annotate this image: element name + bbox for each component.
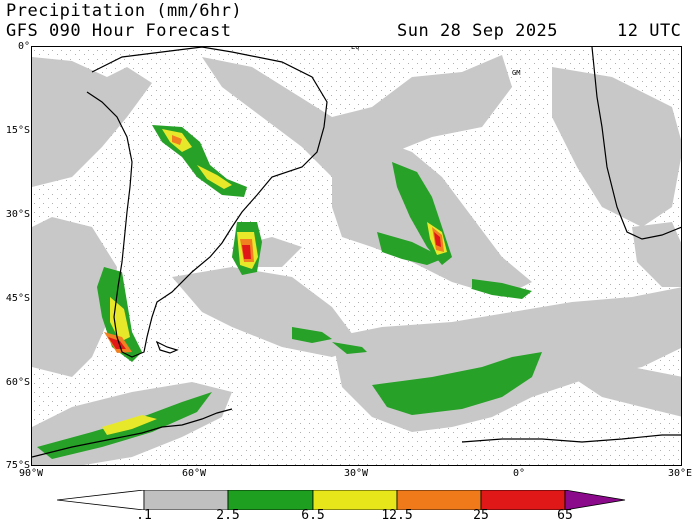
- equator-marker: EQ: [351, 46, 360, 51]
- antarctica-east-coast: [461, 434, 681, 443]
- colorbar-label-3: 12.5: [381, 508, 413, 523]
- africa-coast: [591, 47, 681, 240]
- forecast-date: Sun 28 Sep 2025: [397, 21, 559, 41]
- coastlines: [32, 47, 681, 458]
- lat-label-45s: 45°S: [5, 293, 30, 304]
- greenwich-marker: GM: [512, 69, 521, 77]
- colorbar-label-2: 6.5: [301, 508, 325, 523]
- lat-label-60s: 60°S: [5, 377, 30, 388]
- colorbar-red-segment: [480, 490, 566, 510]
- colorbar-grey-segment: [143, 490, 229, 510]
- antarctica-coast: [32, 408, 233, 458]
- colorbar-label-1: 2.5: [216, 508, 240, 523]
- colorbar-green-segment: [227, 490, 314, 510]
- lon-label-60w: 60°W: [181, 468, 207, 479]
- colorbar-label-5: 65: [557, 508, 573, 523]
- south-america-coast: [86, 47, 328, 358]
- colorbar-yellow-segment: [312, 490, 398, 510]
- colorbar-white-triangle: [57, 490, 145, 510]
- lat-label-30s: 30°S: [5, 209, 30, 220]
- precipitation-map: EQ GM: [31, 46, 682, 466]
- colorbar: [57, 490, 626, 510]
- colorbar-label-0: .1: [136, 508, 152, 523]
- lat-label-15s: 15°S: [5, 125, 30, 136]
- falkland-islands: [155, 340, 179, 354]
- lon-label-30w: 30°W: [343, 468, 369, 479]
- forecast-time: 12 UTC: [617, 21, 682, 41]
- colorbar-purple-triangle: [564, 490, 626, 510]
- lat-label-75s: 75°S: [5, 460, 30, 471]
- lat-label-0: 0°: [17, 41, 30, 52]
- lon-label-90w: 90°W: [18, 468, 44, 479]
- map-svg: [32, 47, 681, 465]
- lon-label-0: 0°: [512, 468, 526, 479]
- map-title: Precipitation (mm/6hr): [6, 1, 243, 21]
- colorbar-orange-segment: [396, 490, 482, 510]
- lon-label-30e: 30°E: [667, 468, 693, 479]
- colorbar-label-4: 25: [473, 508, 489, 523]
- extreme-precip-areas: [108, 232, 441, 349]
- forecast-subtitle: GFS 090 Hour Forecast: [6, 21, 232, 41]
